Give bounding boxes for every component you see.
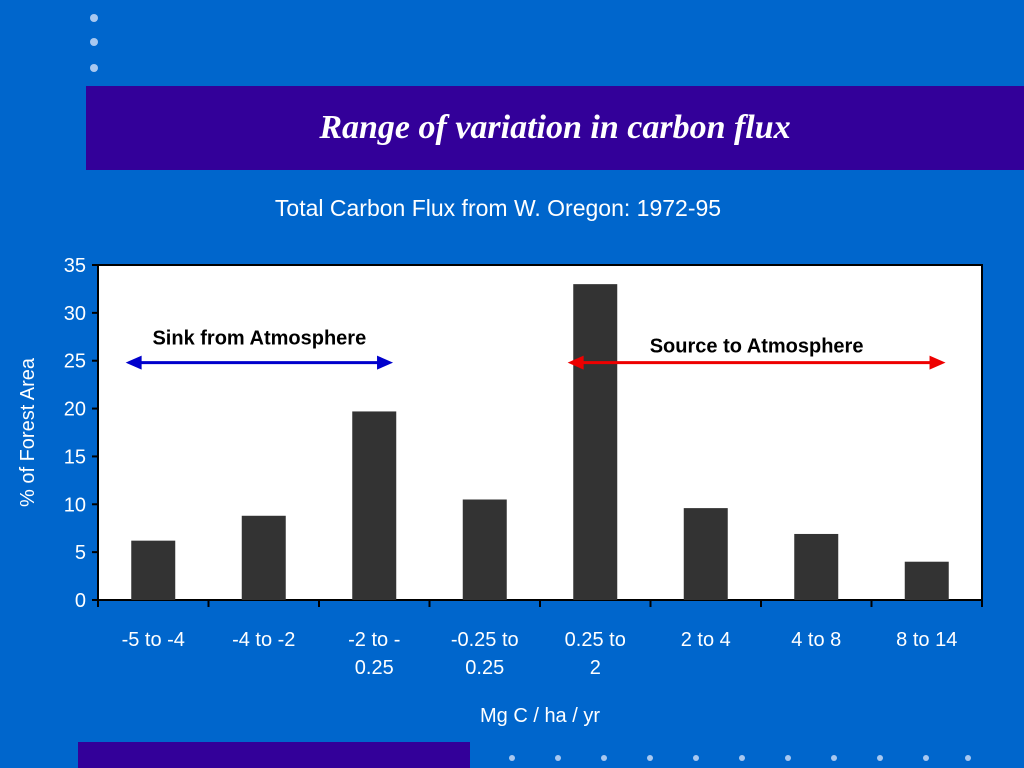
dot-icon bbox=[509, 755, 515, 761]
y-tick-label: 25 bbox=[64, 351, 86, 373]
dot-icon bbox=[90, 38, 98, 46]
annotation-label: Sink from Atmosphere bbox=[152, 328, 366, 350]
y-tick-label: 15 bbox=[64, 446, 86, 468]
arrow-head-left-icon bbox=[567, 355, 584, 370]
bar bbox=[683, 508, 728, 600]
slide-title: Range of variation in carbon flux bbox=[319, 109, 791, 146]
dot-icon bbox=[555, 755, 561, 761]
arrow-head-left-icon bbox=[125, 355, 142, 370]
dot-icon bbox=[785, 755, 791, 761]
x-tick-label: 0.25 to bbox=[565, 629, 626, 651]
y-tick-label: 20 bbox=[64, 399, 86, 421]
bottom-band bbox=[78, 742, 470, 768]
bar bbox=[352, 411, 397, 600]
dot-icon bbox=[647, 755, 653, 761]
x-tick-label: 4 to 8 bbox=[791, 629, 841, 651]
title-band: Range of variation in carbon flux bbox=[86, 86, 1024, 170]
arrow-head-right-icon bbox=[929, 355, 946, 370]
dot-icon bbox=[739, 755, 745, 761]
x-tick-label: -4 to -2 bbox=[232, 629, 295, 651]
chart-title: Total Carbon Flux from W. Oregon: 1972-9… bbox=[275, 195, 721, 221]
dot-icon bbox=[877, 755, 883, 761]
bar bbox=[131, 540, 176, 600]
y-tick-label: 35 bbox=[64, 255, 86, 277]
y-tick-label: 5 bbox=[75, 542, 86, 564]
x-tick-label: 2 to 4 bbox=[681, 629, 731, 651]
bar bbox=[241, 515, 286, 600]
plot-area bbox=[97, 264, 983, 601]
dot-icon bbox=[965, 755, 971, 761]
x-tick-label: -0.25 to bbox=[451, 629, 519, 651]
dot-icon bbox=[693, 755, 699, 761]
arrow-head-right-icon bbox=[377, 355, 394, 370]
dot-icon bbox=[90, 14, 98, 22]
x-tick-label: 8 to 14 bbox=[896, 629, 957, 651]
bar bbox=[573, 284, 618, 600]
dot-icon bbox=[90, 64, 98, 72]
x-tick-label: -5 to -4 bbox=[122, 629, 185, 651]
y-tick-label: 30 bbox=[64, 303, 86, 325]
bar bbox=[794, 533, 839, 600]
y-tick-label: 10 bbox=[64, 494, 86, 516]
x-axis-label: Mg C / ha / yr bbox=[480, 705, 600, 727]
x-tick-label: 2 bbox=[590, 657, 601, 679]
dot-icon bbox=[601, 755, 607, 761]
y-axis-label: % of Forest Area bbox=[17, 357, 39, 507]
x-tick-label: 0.25 bbox=[465, 657, 504, 679]
x-tick-label: 0.25 bbox=[355, 657, 394, 679]
dot-icon bbox=[923, 755, 929, 761]
annotation-label: Source to Atmosphere bbox=[650, 336, 864, 358]
bar bbox=[462, 499, 507, 600]
y-tick-label: 0 bbox=[75, 590, 86, 612]
bar bbox=[904, 561, 949, 600]
dot-icon bbox=[831, 755, 837, 761]
x-tick-label: -2 to - bbox=[348, 629, 400, 651]
